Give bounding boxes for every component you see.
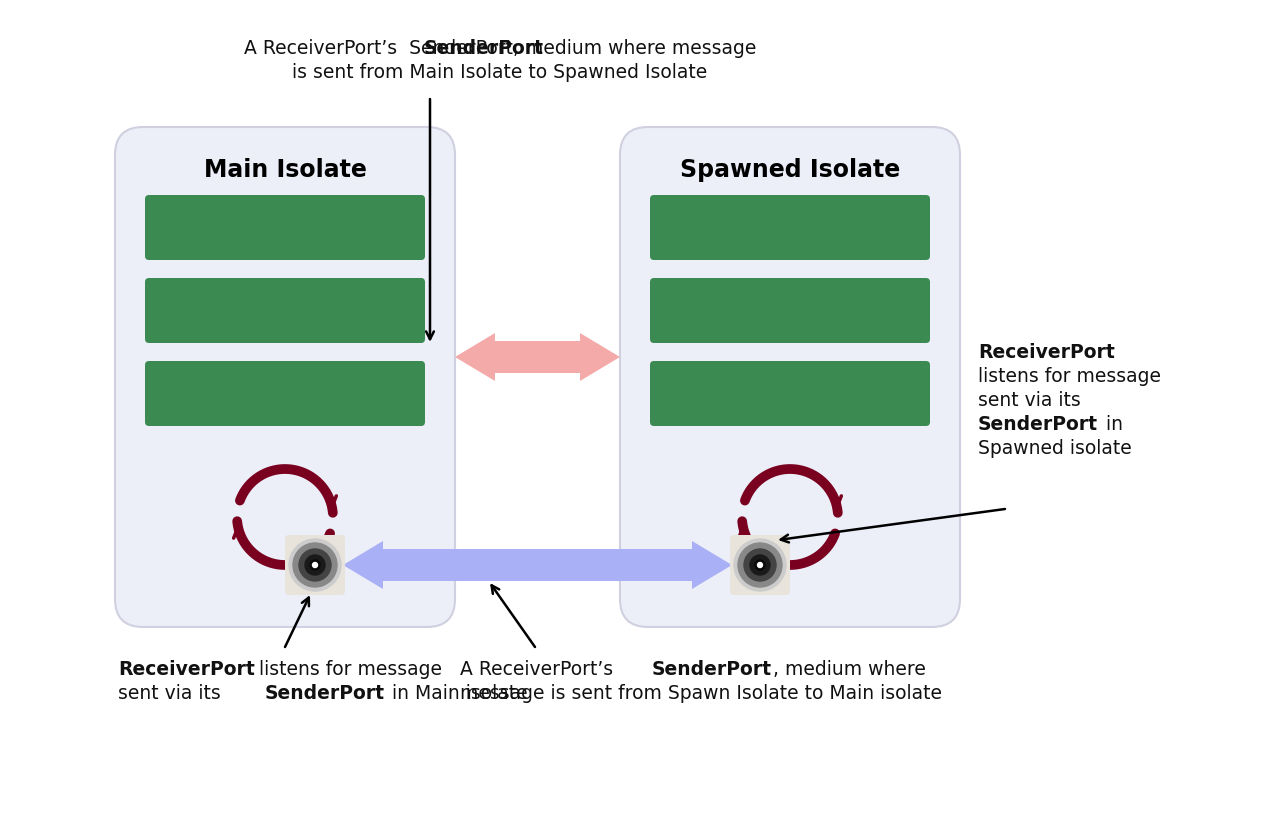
FancyBboxPatch shape — [285, 536, 346, 595]
Text: listens for message: listens for message — [253, 659, 442, 678]
Text: Spawned isolate: Spawned isolate — [978, 439, 1132, 457]
FancyBboxPatch shape — [115, 128, 454, 628]
Circle shape — [305, 556, 325, 575]
Circle shape — [755, 561, 765, 570]
Circle shape — [310, 561, 320, 570]
Polygon shape — [692, 542, 732, 590]
Text: Spawned Isolate: Spawned Isolate — [680, 158, 900, 182]
Circle shape — [750, 556, 771, 575]
Text: Main Isolate: Main Isolate — [204, 158, 366, 182]
Circle shape — [312, 563, 317, 568]
Text: SenderPort: SenderPort — [264, 683, 384, 702]
Text: in Main isolate: in Main isolate — [387, 683, 527, 702]
Circle shape — [289, 539, 340, 591]
Text: , medium where: , medium where — [773, 659, 925, 678]
FancyBboxPatch shape — [145, 279, 425, 344]
Text: sent via its: sent via its — [978, 391, 1080, 410]
Text: sent via its: sent via its — [118, 683, 227, 702]
FancyBboxPatch shape — [145, 362, 425, 426]
FancyBboxPatch shape — [650, 195, 931, 261]
Bar — [383, 549, 692, 581]
FancyBboxPatch shape — [620, 128, 960, 628]
Text: message is sent from Spawn Isolate to Main isolate: message is sent from Spawn Isolate to Ma… — [460, 683, 942, 702]
FancyBboxPatch shape — [650, 279, 931, 344]
Circle shape — [758, 563, 763, 568]
FancyBboxPatch shape — [650, 362, 931, 426]
Text: ReceiverPort: ReceiverPort — [118, 659, 255, 678]
Text: A ReceiverPort’s  SenderPort, medium where message: A ReceiverPort’s SenderPort, medium wher… — [243, 38, 756, 57]
Text: SenderPort: SenderPort — [652, 659, 772, 678]
Polygon shape — [343, 542, 383, 590]
Circle shape — [300, 549, 332, 581]
Bar — [495, 342, 580, 373]
FancyBboxPatch shape — [145, 195, 425, 261]
Circle shape — [733, 539, 786, 591]
Text: ReceiverPort: ReceiverPort — [978, 343, 1115, 362]
Text: is sent from Main Isolate to Spawned Isolate: is sent from Main Isolate to Spawned Iso… — [292, 62, 708, 81]
Text: SenderPort: SenderPort — [424, 38, 544, 57]
Text: in: in — [1100, 415, 1123, 434]
Text: listens for message: listens for message — [978, 367, 1161, 386]
Text: A ReceiverPort’s: A ReceiverPort’s — [460, 659, 620, 678]
Circle shape — [739, 543, 782, 587]
Polygon shape — [580, 334, 620, 382]
Circle shape — [744, 549, 776, 581]
Polygon shape — [454, 334, 495, 382]
Text: SenderPort: SenderPort — [978, 415, 1098, 434]
FancyBboxPatch shape — [730, 536, 790, 595]
Circle shape — [293, 543, 337, 587]
